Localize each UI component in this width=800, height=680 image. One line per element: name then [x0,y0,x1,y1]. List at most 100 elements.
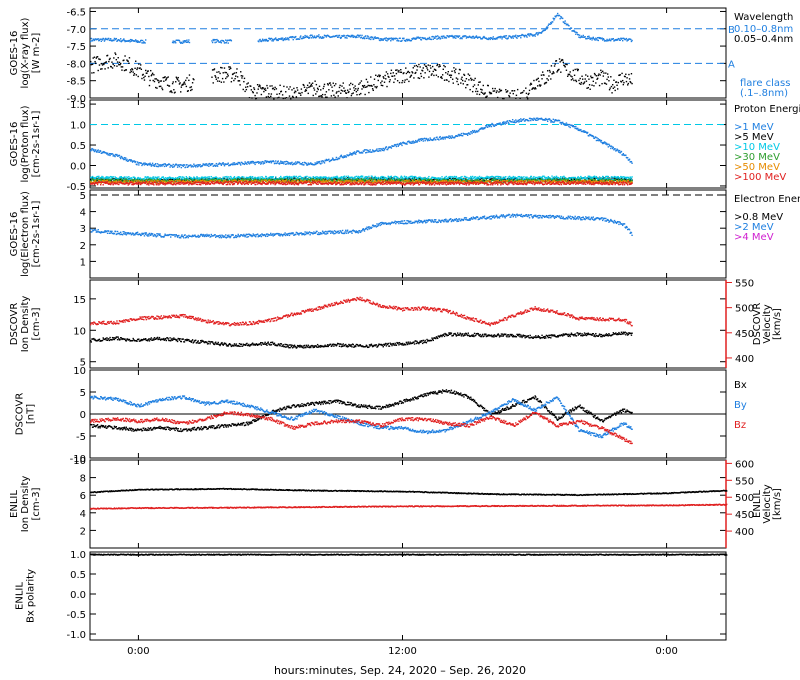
data-point [419,66,421,68]
data-point [313,87,315,89]
data-point [132,179,134,181]
series-xray-0 [90,12,633,44]
data-point [238,175,240,178]
data-point [181,164,184,167]
data-point [358,177,361,179]
data-point [450,136,452,139]
data-point [146,72,148,74]
data-point [124,40,126,43]
data-point [455,179,457,181]
data-point [553,121,555,124]
data-point [106,153,108,155]
data-point [578,82,581,85]
data-point [176,77,178,80]
data-point [317,88,319,91]
data-point [311,35,314,38]
data-point [375,150,377,152]
data-point [137,40,139,42]
data-point [590,176,592,178]
data-point [493,178,495,181]
data-point [136,41,139,43]
data-point [521,176,524,179]
data-point [96,56,99,58]
data-point [615,81,618,83]
data-point [215,165,217,167]
data-point [378,74,380,76]
data-point [336,34,338,37]
data-point [481,89,483,91]
plot-frame [89,7,727,99]
data-point [533,79,535,82]
data-point [353,151,356,153]
data-point [611,92,613,94]
data-point [583,130,585,132]
data-point [307,179,309,181]
data-point [437,177,439,179]
data-point [275,38,278,41]
data-point [619,74,621,76]
data-point [510,36,512,38]
data-point [240,71,242,73]
data-point [140,68,143,71]
data-point [253,87,255,89]
data-point [100,38,102,40]
data-point [315,36,318,38]
data-point [453,36,456,39]
data-point [583,131,586,133]
data-point [448,135,450,137]
data-point [530,33,532,35]
data-point [133,74,135,76]
data-point [190,86,193,88]
data-point [241,177,243,179]
data-point [420,138,422,140]
data-point [470,36,473,38]
data-point [101,68,103,70]
data-point [162,176,164,178]
data-point [499,179,501,181]
data-point [403,142,406,144]
data-point [371,36,374,38]
data-point [608,38,611,40]
data-point [277,39,279,42]
data-point [563,21,565,23]
data-point [610,85,613,88]
data-point [427,64,429,66]
data-point [574,31,576,33]
data-point [279,162,281,164]
data-point [450,178,453,180]
data-point [629,80,631,83]
data-point [400,71,403,74]
data-point [220,42,223,44]
data-point [368,38,371,40]
data-point [191,165,194,167]
data-point [198,165,200,167]
data-point [188,74,191,76]
data-point [512,92,514,95]
data-point [466,134,469,136]
data-point [97,69,99,72]
data-point [576,69,579,72]
data-point [491,37,493,39]
data-point [196,166,199,168]
data-point [334,96,336,98]
data-point [389,37,391,40]
data-point [138,164,140,166]
data-point [121,66,124,68]
data-point [424,37,426,39]
data-point [288,163,290,165]
data-point [90,40,92,43]
data-point [469,133,471,135]
data-point [578,79,580,82]
data-point [349,178,351,181]
data-point [349,152,351,154]
data-point [584,176,586,178]
data-point [570,79,573,81]
data-point [136,40,138,42]
data-point [565,124,567,126]
data-point [224,176,226,178]
data-point [357,87,359,90]
data-point [500,176,502,178]
data-point [346,97,348,99]
data-point [478,175,481,178]
data-point [291,95,294,98]
